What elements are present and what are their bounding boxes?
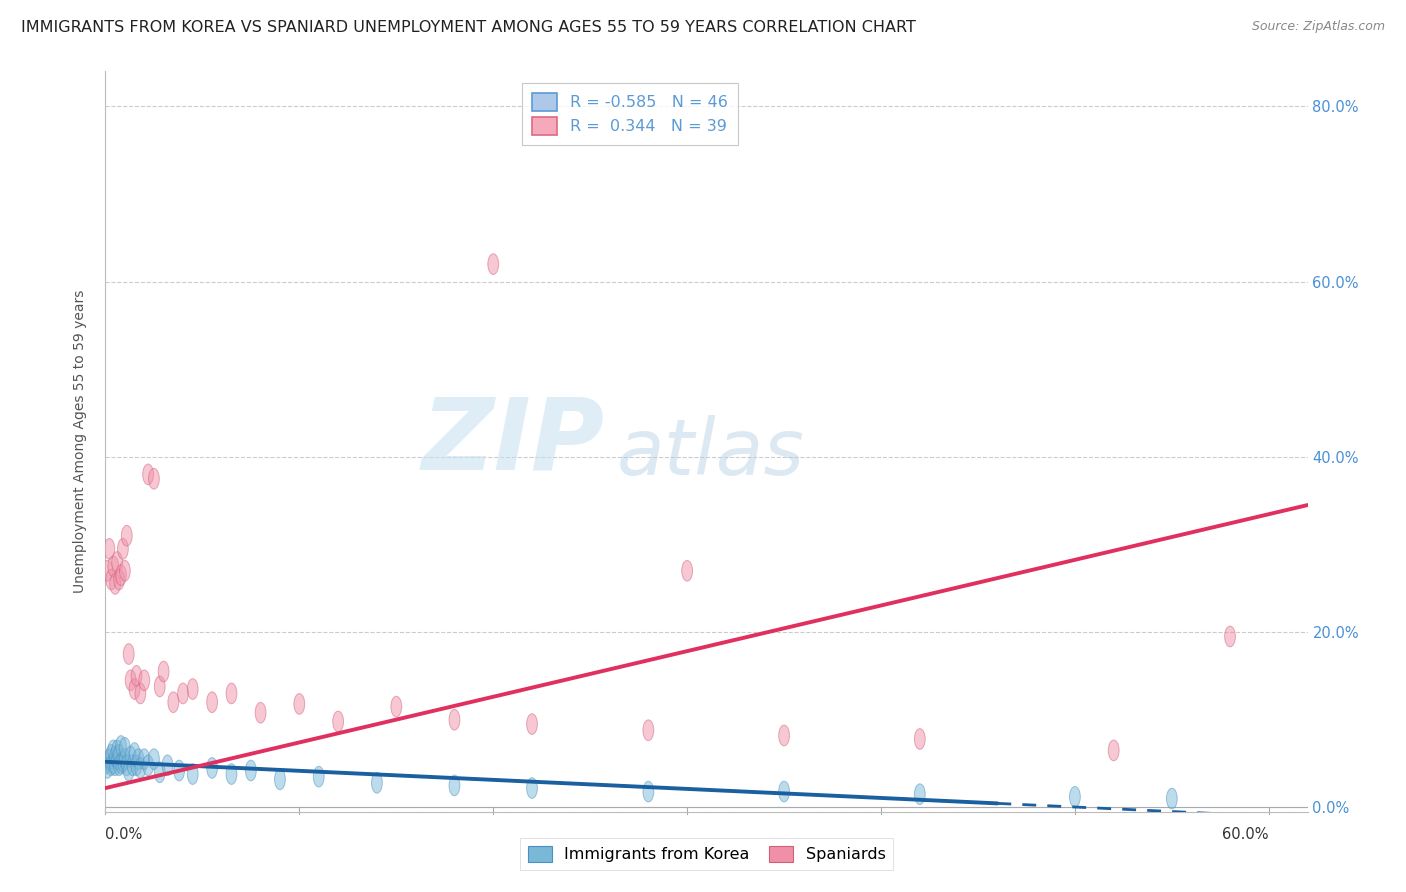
Legend: Immigrants from Korea, Spaniards: Immigrants from Korea, Spaniards <box>520 838 893 871</box>
Text: IMMIGRANTS FROM KOREA VS SPANIARD UNEMPLOYMENT AMONG AGES 55 TO 59 YEARS CORRELA: IMMIGRANTS FROM KOREA VS SPANIARD UNEMPL… <box>21 20 915 35</box>
Text: 60.0%: 60.0% <box>1222 827 1268 842</box>
Text: ZIP: ZIP <box>422 393 605 490</box>
Text: atlas: atlas <box>616 415 804 491</box>
Y-axis label: Unemployment Among Ages 55 to 59 years: Unemployment Among Ages 55 to 59 years <box>73 290 87 593</box>
Text: Source: ZipAtlas.com: Source: ZipAtlas.com <box>1251 20 1385 33</box>
Text: 0.0%: 0.0% <box>105 827 142 842</box>
